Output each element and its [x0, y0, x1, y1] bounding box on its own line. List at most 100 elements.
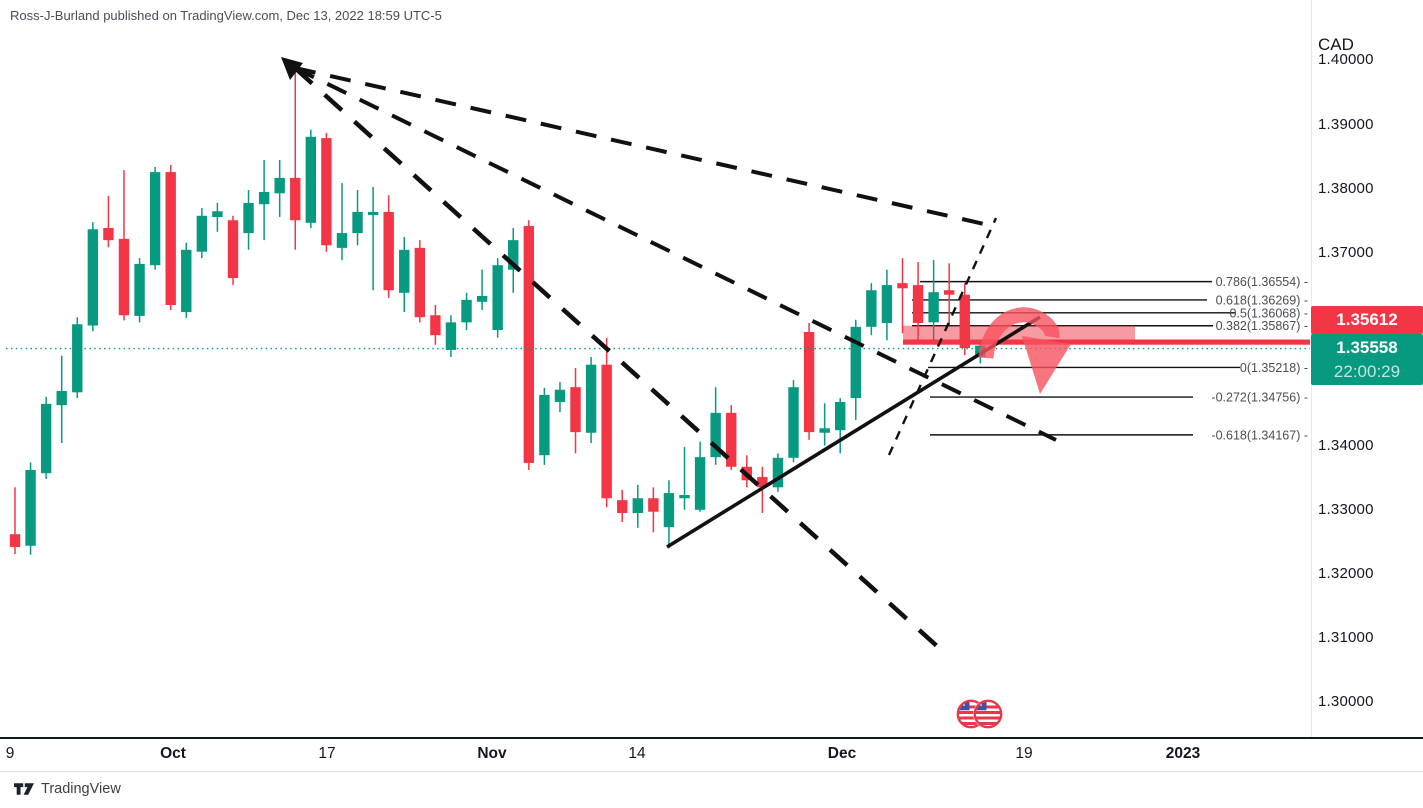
candle-body [103, 227, 114, 241]
candle-body [492, 265, 503, 331]
horizontal-price-line[interactable] [903, 339, 1310, 345]
time-tick-label: Dec [827, 745, 857, 762]
flag-ring [973, 699, 1003, 729]
candle-body [617, 500, 628, 514]
price-tick-label: 1.39000 [1318, 115, 1374, 133]
candle-body [632, 498, 643, 514]
price-tick-label: 1.40000 [1318, 51, 1374, 69]
candle-body [585, 364, 597, 433]
candle-body [212, 211, 223, 218]
fib-level-label: 0.618(1.36269) - [1216, 293, 1308, 307]
candle-body [181, 249, 192, 313]
candle-body [601, 364, 612, 499]
bar-countdown: 22:00:29 [1333, 361, 1401, 381]
candle-body [508, 240, 519, 270]
price-tick-label: 1.34000 [1318, 436, 1374, 454]
candle-body [227, 220, 239, 279]
price-line-label: 1.35612 [1311, 306, 1423, 334]
price-tick-label: 1.37000 [1318, 244, 1374, 261]
candle-body [850, 326, 861, 399]
fib-level-label: 0.5(1.36068) - [1229, 306, 1308, 320]
red-arrow-annotation[interactable] [978, 307, 1071, 394]
price-line-value: 1.35612 [1336, 310, 1398, 329]
candle-body [710, 412, 721, 458]
time-tick-label: Nov [477, 745, 507, 762]
candle-body [539, 394, 550, 456]
candle-body [772, 457, 784, 488]
fib-level-label: 0(1.35218) - [1240, 361, 1308, 375]
candle-body [414, 247, 426, 318]
candle-body [87, 229, 99, 326]
chart-pane[interactable]: 0.786(1.36554) - 0.618(1.36269) -0.5(1.36… [0, 0, 1423, 738]
candle-body [928, 292, 939, 323]
candle-body [258, 192, 270, 205]
candle-body [912, 285, 924, 323]
time-tick-label: Oct [160, 745, 186, 762]
price-tick-label: 1.32000 [1318, 565, 1374, 582]
candle-body [321, 138, 332, 246]
candle-body [430, 315, 441, 336]
quote-currency-label: CAD [1318, 35, 1354, 54]
candle-body [663, 493, 675, 528]
candle-body [290, 177, 301, 221]
price-tick-label: 1.31000 [1318, 629, 1374, 647]
candle-body [866, 290, 877, 327]
candle-body [336, 233, 348, 248]
tradingview-logo-text: TradingView [41, 781, 121, 797]
candle-body [445, 322, 457, 350]
candle-body [897, 283, 908, 289]
tradingview-mark-icon [14, 783, 34, 795]
red-arrow-head-icon [1022, 336, 1071, 394]
trendline-dashed-resistance-steep[interactable] [293, 66, 950, 658]
red-arrow-body [978, 307, 1060, 359]
candle-body [819, 428, 830, 433]
fib-level-label: -0.618(1.34167) - [1211, 428, 1308, 442]
candle-body [243, 202, 254, 234]
time-axis-border [0, 737, 1423, 739]
candle-body [352, 211, 363, 234]
price-tick-label: 1.33000 [1318, 500, 1374, 518]
trendline-arrowhead-icon [281, 57, 303, 80]
trendline-solid-support[interactable] [666, 315, 1041, 549]
candle-body [25, 469, 36, 546]
candle-body [149, 172, 161, 266]
candle-body [554, 389, 566, 402]
published-byline: Ross-J-Burland published on TradingView.… [10, 8, 442, 23]
candle-body [788, 387, 799, 458]
candle-body [367, 211, 379, 216]
tradingview-logo[interactable]: TradingView [14, 781, 121, 797]
candle-body [881, 285, 893, 323]
candle-body [726, 412, 737, 467]
price-tick-label: 1.30000 [1318, 693, 1374, 711]
trendline-dashed-resistance-upper[interactable] [294, 66, 994, 228]
candle-body [648, 498, 659, 512]
candle-body [383, 211, 394, 291]
candle-body [399, 249, 410, 293]
candle-body [305, 136, 317, 223]
time-tick-label: 17 [318, 745, 336, 762]
candle-body [944, 290, 955, 295]
candle-body [274, 177, 285, 194]
candle-body [959, 294, 970, 349]
fib-level-label: 0.786(1.36554) - [1216, 275, 1308, 289]
candle-body [476, 296, 488, 302]
candle-body [56, 391, 67, 406]
time-tick-label: 9 [5, 745, 15, 762]
fib-level-label: -0.272(1.34756) - [1211, 391, 1308, 405]
last-price-label: 1.35558 22:00:29 [1311, 334, 1423, 385]
candle-body [196, 215, 208, 252]
candle-body [40, 403, 52, 474]
candle-body [694, 457, 706, 510]
candle-body [679, 495, 690, 499]
candle-body [803, 331, 815, 433]
last-price-value: 1.35558 [1336, 337, 1398, 357]
candle-body [757, 477, 768, 488]
candle-body [461, 299, 472, 323]
candle-body [9, 534, 21, 548]
candle-body [165, 172, 176, 306]
candle-body [72, 324, 83, 393]
time-tick-label: 2023 [1165, 745, 1201, 762]
candle-body [523, 226, 535, 463]
candle-body [118, 238, 130, 316]
